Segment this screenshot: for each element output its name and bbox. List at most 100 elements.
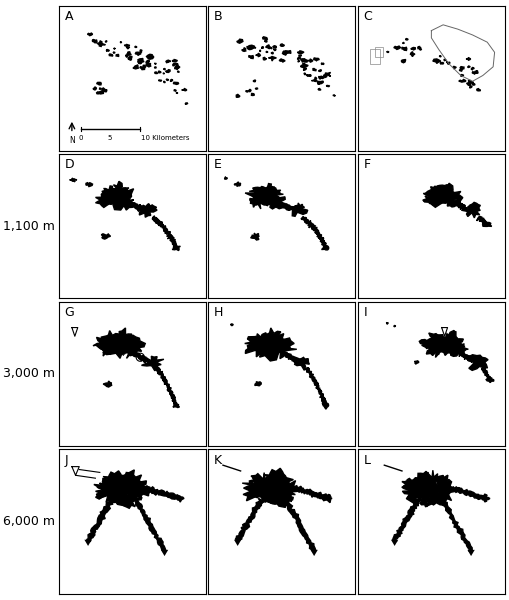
Text: C: C [363,10,372,23]
Polygon shape [167,236,178,248]
Polygon shape [69,178,77,182]
Polygon shape [265,45,269,47]
Text: D: D [65,158,74,171]
Polygon shape [332,95,334,96]
Polygon shape [247,333,269,346]
Text: K: K [214,454,222,467]
Polygon shape [318,89,320,90]
Polygon shape [485,378,493,383]
Polygon shape [92,40,97,43]
Polygon shape [244,339,262,349]
Polygon shape [252,46,254,47]
Polygon shape [471,82,474,85]
Polygon shape [454,201,466,211]
Polygon shape [126,52,131,55]
Polygon shape [141,356,163,371]
Polygon shape [254,382,261,386]
Polygon shape [234,540,241,546]
Polygon shape [158,71,161,73]
Polygon shape [152,216,162,226]
Polygon shape [102,186,121,195]
Polygon shape [433,331,458,346]
Polygon shape [422,186,453,208]
Polygon shape [308,75,310,76]
Polygon shape [146,61,149,63]
Polygon shape [418,338,441,350]
Polygon shape [72,467,79,475]
Polygon shape [121,481,151,500]
Text: 1,100 m: 1,100 m [4,220,55,233]
Polygon shape [319,394,326,406]
Polygon shape [242,477,268,494]
Polygon shape [415,470,445,488]
Polygon shape [317,83,319,84]
Polygon shape [321,63,323,64]
Polygon shape [287,50,290,53]
Bar [375,47,382,56]
Polygon shape [114,48,115,49]
Polygon shape [280,44,284,46]
Polygon shape [103,381,111,387]
Polygon shape [248,45,252,48]
Polygon shape [458,80,463,82]
Polygon shape [263,334,294,353]
Polygon shape [445,485,486,500]
Polygon shape [460,79,465,82]
Polygon shape [441,328,447,336]
Polygon shape [325,73,330,76]
Polygon shape [319,76,324,79]
Polygon shape [297,61,299,62]
Polygon shape [292,356,309,370]
Polygon shape [301,217,312,226]
Polygon shape [401,478,426,493]
Polygon shape [165,60,171,62]
Polygon shape [280,59,281,61]
Polygon shape [133,498,165,551]
Polygon shape [102,335,137,358]
Text: H: H [214,306,223,319]
Polygon shape [109,188,133,201]
Polygon shape [314,77,316,79]
Polygon shape [262,37,267,40]
Polygon shape [432,59,440,64]
Polygon shape [421,337,447,356]
Polygon shape [474,71,477,73]
Polygon shape [138,58,143,62]
Polygon shape [255,53,260,56]
Polygon shape [105,41,107,42]
Polygon shape [160,550,168,556]
Polygon shape [386,52,388,53]
Polygon shape [467,80,472,83]
Text: A: A [65,10,73,23]
Polygon shape [117,473,146,497]
Polygon shape [458,352,472,362]
Polygon shape [99,88,101,89]
Polygon shape [468,355,487,370]
Text: 5: 5 [108,135,112,141]
Polygon shape [476,89,479,91]
Polygon shape [173,82,178,85]
Polygon shape [467,66,469,67]
Polygon shape [137,60,144,63]
Polygon shape [139,50,142,53]
Text: 6,000 m: 6,000 m [4,515,55,528]
Polygon shape [109,54,112,56]
Polygon shape [281,51,285,54]
Polygon shape [460,74,463,76]
Polygon shape [170,79,173,82]
Polygon shape [262,195,285,209]
Polygon shape [303,64,307,67]
Polygon shape [425,493,446,507]
Polygon shape [298,55,301,56]
Polygon shape [277,200,291,211]
Polygon shape [251,475,287,502]
Polygon shape [306,75,309,76]
Polygon shape [234,182,240,187]
Polygon shape [264,40,266,42]
Polygon shape [250,233,259,240]
Polygon shape [94,482,121,502]
Polygon shape [470,67,473,70]
Polygon shape [104,90,107,92]
Polygon shape [154,67,156,68]
Polygon shape [114,196,136,210]
